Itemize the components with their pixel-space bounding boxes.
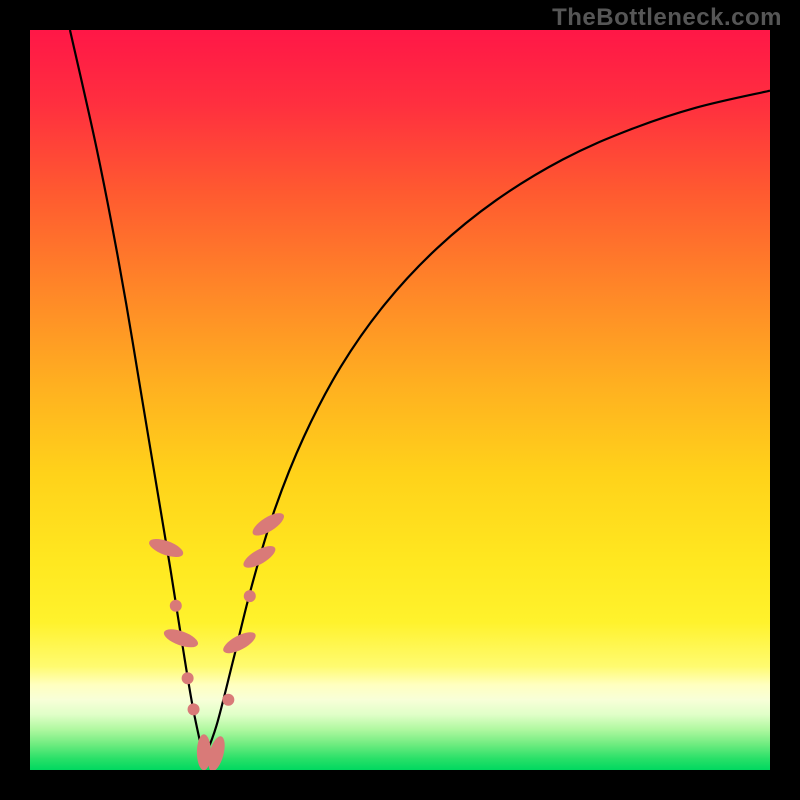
watermark-text: TheBottleneck.com xyxy=(552,4,782,32)
chart-frame: TheBottleneck.com xyxy=(0,0,800,800)
bottleneck-chart-svg xyxy=(30,30,770,770)
plot-area xyxy=(30,30,770,770)
gradient-background xyxy=(30,30,770,770)
marker-dot xyxy=(188,703,200,715)
marker-dot xyxy=(244,590,256,602)
marker-dot xyxy=(182,672,194,684)
marker-dot xyxy=(170,600,182,612)
marker-dot xyxy=(222,694,234,706)
